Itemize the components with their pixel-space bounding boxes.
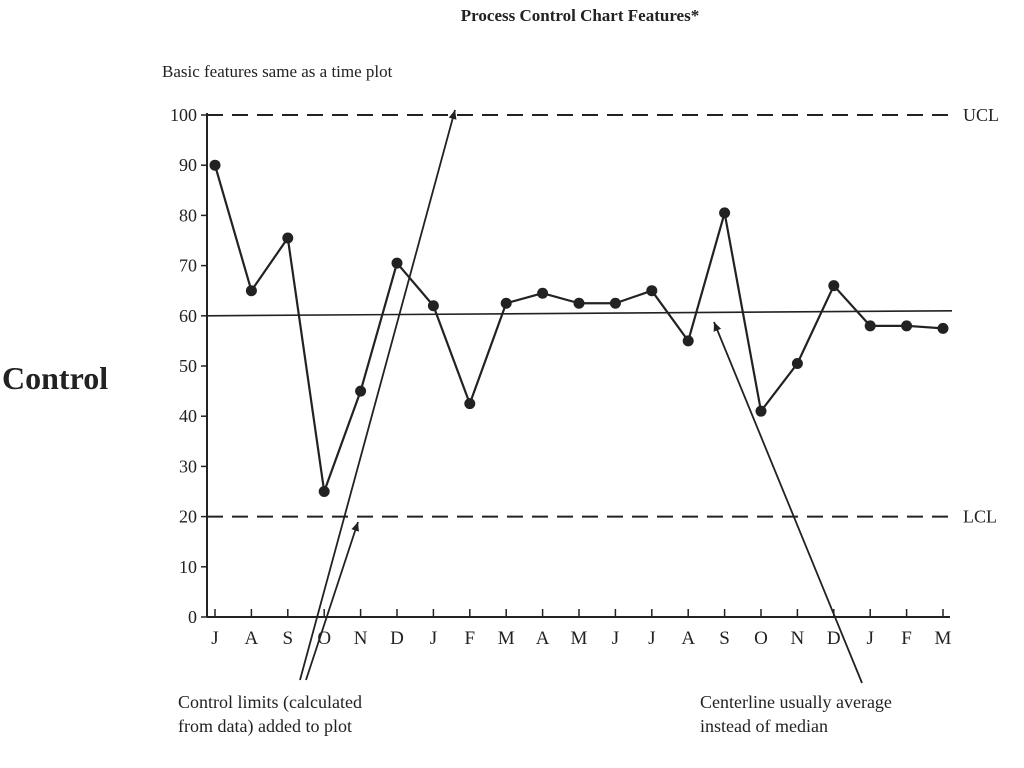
chart-subtitle: Basic features same as a time plot xyxy=(162,62,393,81)
x-tick-label: J xyxy=(612,628,619,649)
data-point xyxy=(719,207,731,219)
data-point xyxy=(755,405,767,417)
data-point xyxy=(245,285,257,297)
arrow-to-lcl xyxy=(305,521,359,681)
data-point xyxy=(209,159,221,171)
x-tick-label: D xyxy=(827,628,841,649)
data-point xyxy=(537,287,549,299)
lcl-label: LCL xyxy=(963,507,997,527)
y-tick-label: 0 xyxy=(188,607,197,627)
centerline xyxy=(206,310,953,317)
data-series xyxy=(209,159,949,497)
data-point xyxy=(464,398,476,410)
data-point xyxy=(573,297,585,309)
x-tick-label: J xyxy=(866,628,873,649)
data-point xyxy=(318,486,330,497)
x-tick-label: F xyxy=(465,628,476,649)
data-point xyxy=(682,335,694,347)
x-tick-label: J xyxy=(648,628,655,649)
y-tick-label: 50 xyxy=(179,356,197,376)
y-tick-label: 100 xyxy=(170,105,197,125)
x-tick-label: M xyxy=(935,628,952,649)
data-point xyxy=(646,285,658,297)
x-tick-label: F xyxy=(901,628,912,649)
series-line xyxy=(213,164,944,493)
x-tick-label: M xyxy=(498,628,515,649)
y-tick-label: 70 xyxy=(179,256,197,276)
x-tick-label: A xyxy=(245,628,259,649)
chart-title: Process Control Chart Features* xyxy=(460,6,700,25)
side-label: Control xyxy=(2,360,109,396)
y-tick-label: 30 xyxy=(179,456,197,476)
data-point xyxy=(791,357,803,369)
x-tick-label: O xyxy=(754,628,768,649)
data-point xyxy=(864,320,876,332)
data-point xyxy=(901,320,913,332)
x-tick-label: S xyxy=(283,628,294,649)
data-point xyxy=(391,257,403,269)
arrow-to-centerline xyxy=(713,321,863,684)
annotation-arrows xyxy=(299,109,863,684)
y-tick-label: 40 xyxy=(179,406,197,426)
control-limits: UCL LCL xyxy=(206,105,999,527)
data-point xyxy=(500,297,512,309)
arrow-to-ucl xyxy=(299,109,457,681)
annotation-centerline: Centerline usually average instead of me… xyxy=(700,692,892,736)
x-tick-label: N xyxy=(791,628,805,649)
x-tick-label: N xyxy=(354,628,368,649)
x-tick-label: J xyxy=(211,628,218,649)
y-tick-label: 60 xyxy=(179,306,197,326)
x-tick-label: D xyxy=(390,628,404,649)
data-point xyxy=(828,280,840,292)
y-tick-label: 10 xyxy=(179,557,197,577)
data-point xyxy=(282,232,294,244)
y-tick-label: 20 xyxy=(179,507,197,527)
data-point xyxy=(427,300,439,312)
data-point xyxy=(609,297,621,309)
ucl-label: UCL xyxy=(963,105,999,125)
y-tick-label: 90 xyxy=(179,155,197,175)
y-tick-label: 80 xyxy=(179,205,197,225)
data-point xyxy=(937,322,949,334)
x-tick-label: A xyxy=(681,628,695,649)
annotation-control-limits: Control limits (calculated from data) ad… xyxy=(178,692,362,736)
x-tick-label: S xyxy=(719,628,730,649)
data-point xyxy=(355,385,367,397)
x-tick-label: J xyxy=(430,628,437,649)
x-tick-label: A xyxy=(536,628,550,649)
x-tick-label: M xyxy=(571,628,588,649)
